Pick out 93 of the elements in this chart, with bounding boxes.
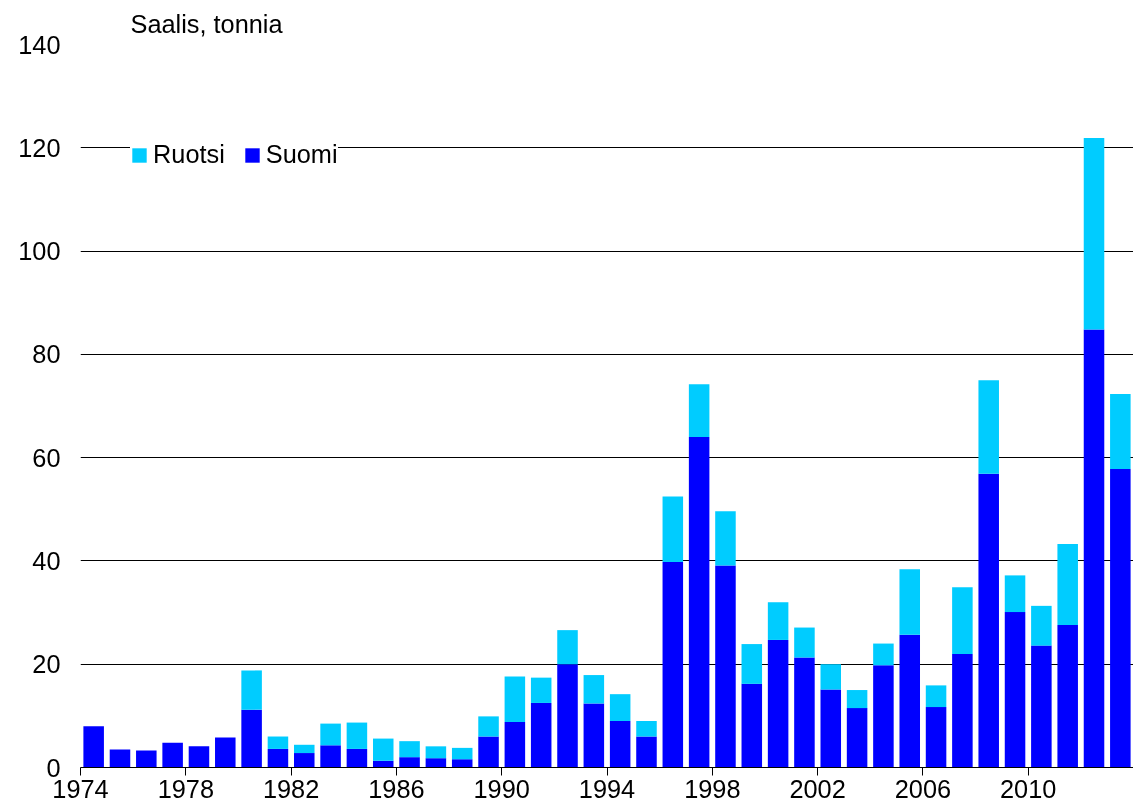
x-tick-label: 1990	[473, 774, 530, 803]
x-tick-label: 2006	[894, 774, 952, 803]
y-tick-label: 60	[32, 443, 61, 472]
bar	[715, 565, 736, 768]
y-tick-label: 80	[32, 340, 61, 369]
bar	[267, 748, 289, 768]
bar	[715, 511, 736, 566]
y-tick-label: 20	[32, 650, 61, 679]
bar	[741, 644, 763, 684]
bar	[188, 746, 210, 768]
bar	[530, 677, 552, 703]
bar	[820, 664, 842, 690]
bar	[899, 569, 920, 635]
legend-label: Suomi	[265, 140, 338, 169]
bar	[583, 675, 605, 704]
bar	[767, 639, 789, 768]
x-tick-label: 2010	[1000, 774, 1057, 803]
bar	[372, 738, 394, 761]
bar	[241, 670, 262, 710]
bar	[636, 736, 657, 768]
bar	[557, 630, 578, 665]
legend-label: Ruotsi	[153, 140, 225, 169]
bar	[320, 723, 341, 746]
bar	[294, 753, 315, 768]
bar	[109, 749, 131, 768]
x-tick-label: 1994	[578, 774, 636, 803]
bar	[241, 709, 262, 768]
bar	[688, 436, 710, 768]
bar	[846, 708, 868, 768]
bar	[425, 758, 447, 768]
bar	[925, 707, 947, 768]
bar	[952, 587, 973, 654]
y-axis-title: Saalis, tonnia	[130, 9, 284, 38]
bar	[583, 703, 605, 768]
bar	[557, 664, 578, 768]
bar	[83, 726, 104, 768]
bar	[609, 694, 631, 722]
y-tick-label: 120	[18, 133, 61, 162]
x-tick-label: 1998	[684, 774, 741, 803]
bar	[794, 657, 815, 768]
bar	[873, 643, 894, 666]
bar	[978, 380, 999, 474]
bar	[662, 561, 684, 768]
bar	[1083, 329, 1105, 768]
bar	[215, 737, 236, 768]
bar	[688, 384, 710, 437]
bar	[162, 742, 183, 768]
bar	[794, 627, 815, 658]
bar	[952, 653, 973, 768]
bar	[346, 722, 368, 749]
bar	[451, 747, 473, 760]
bar	[1031, 645, 1052, 768]
bar	[978, 473, 999, 768]
bar	[1110, 394, 1131, 469]
bar	[136, 750, 157, 768]
bar	[846, 690, 868, 709]
bar	[1057, 624, 1078, 768]
bar	[662, 496, 684, 562]
bar	[925, 685, 947, 708]
bar	[399, 757, 420, 768]
bar	[1083, 137, 1105, 330]
bar	[873, 665, 894, 768]
bar	[636, 721, 657, 737]
bar	[372, 760, 394, 768]
bar	[1031, 605, 1052, 646]
bar	[504, 722, 526, 768]
bar	[425, 746, 447, 759]
bar	[346, 748, 368, 768]
bar	[294, 744, 315, 754]
bar	[451, 759, 473, 768]
bar	[1004, 575, 1026, 613]
bar	[820, 689, 842, 768]
bar	[741, 683, 763, 768]
bar	[899, 634, 920, 768]
bar	[1057, 543, 1078, 625]
bar	[530, 702, 552, 768]
x-tick-label: 1982	[262, 774, 320, 803]
bar	[320, 745, 341, 768]
bar	[1004, 612, 1026, 768]
x-tick-label: 1978	[157, 774, 214, 803]
x-tick-label: 2002	[789, 774, 846, 803]
bar	[504, 676, 526, 723]
bar	[767, 602, 789, 640]
bar	[399, 741, 420, 758]
bar	[267, 736, 289, 749]
bar	[478, 736, 499, 768]
x-tick-label: 1986	[368, 774, 425, 803]
bar	[609, 721, 631, 768]
y-tick-label: 140	[18, 30, 61, 59]
bar	[478, 716, 499, 737]
y-tick-label: 40	[32, 546, 61, 575]
y-tick-label: 100	[18, 237, 61, 266]
bar	[1110, 469, 1131, 768]
